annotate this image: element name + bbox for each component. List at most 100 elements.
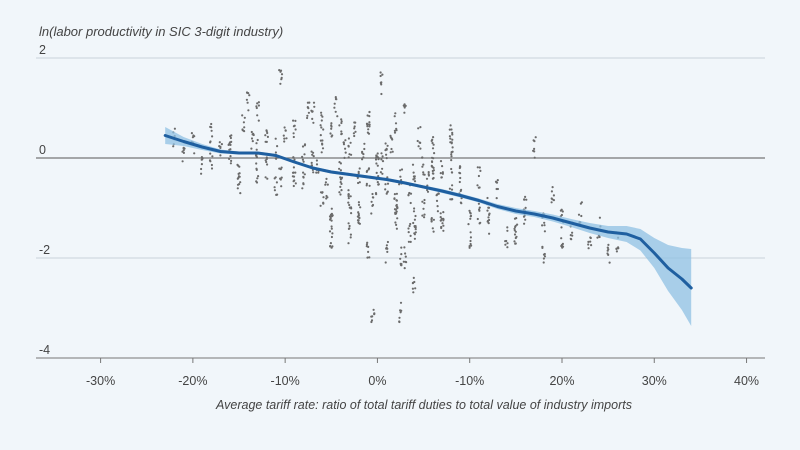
- scatter-dot: [395, 204, 398, 207]
- scatter-dot: [533, 147, 536, 150]
- scatter-dot: [303, 143, 307, 146]
- scatter-dot: [342, 141, 345, 144]
- scatter-point: [494, 179, 499, 200]
- scatter-dot: [385, 247, 388, 250]
- scatter-point: [560, 226, 565, 249]
- scatter-dot: [349, 141, 352, 144]
- scatter-dot: [524, 195, 527, 198]
- scatter-dot: [371, 204, 374, 207]
- scatter-point: [264, 156, 269, 180]
- scatter-dot: [560, 208, 563, 211]
- x-tick-label: -10%: [271, 374, 300, 388]
- scatter-dot: [344, 147, 347, 150]
- scatter-dot: [250, 130, 253, 134]
- scatter-dot: [347, 227, 350, 230]
- scatter-dot: [513, 217, 517, 220]
- scatter-dot: [380, 158, 383, 161]
- scatter-dot: [218, 141, 221, 144]
- scatter-point: [319, 111, 325, 131]
- scatter-point: [356, 211, 361, 225]
- scatter-dot: [283, 140, 286, 143]
- scatter-point: [245, 91, 251, 112]
- scatter-dot: [347, 201, 350, 204]
- scatter-dot: [396, 217, 399, 220]
- scatter-dot: [421, 200, 424, 203]
- scatter-point: [361, 142, 366, 161]
- scatter-dot: [393, 115, 396, 118]
- scatter-dot: [515, 235, 518, 238]
- scatter-dot: [442, 229, 445, 232]
- scatter-dot: [230, 140, 233, 143]
- scatter-dot: [367, 167, 371, 170]
- scatter-point: [254, 138, 259, 159]
- scatter-dot: [340, 120, 343, 123]
- scatter-dot: [301, 155, 304, 158]
- scatter-dot: [375, 162, 378, 165]
- scatter-point: [370, 308, 376, 324]
- scatter-dot: [451, 146, 454, 149]
- scatter-dot: [448, 128, 451, 131]
- scatter-dot: [422, 163, 425, 166]
- scatter-dot: [255, 154, 258, 158]
- scatter-point: [347, 194, 353, 215]
- scatter-dot: [513, 233, 517, 236]
- scatter-dot: [442, 224, 445, 227]
- scatter-dot: [353, 134, 356, 138]
- scatter-dot: [407, 231, 410, 234]
- scatter-dot: [243, 126, 246, 129]
- scatter-dot: [560, 213, 564, 217]
- scatter-dot: [380, 92, 383, 96]
- scatter-dot: [439, 216, 442, 219]
- scatter-dot: [451, 184, 454, 187]
- scatter-dot: [338, 161, 341, 164]
- scatter-dot: [324, 181, 327, 184]
- scatter-dot: [400, 246, 403, 249]
- scatter-dot: [458, 171, 461, 174]
- scatter-dot: [421, 156, 424, 159]
- scatter-dot: [292, 119, 295, 122]
- scatter-dot: [476, 217, 479, 221]
- scatter-point: [541, 245, 547, 264]
- scatter-dot: [365, 122, 369, 125]
- scatter-dot: [339, 181, 342, 184]
- scatter-point: [430, 217, 435, 233]
- scatter-dot: [590, 244, 593, 247]
- scatter-dot: [256, 114, 259, 117]
- scatter-dot: [301, 145, 305, 148]
- scatter-point: [228, 141, 233, 165]
- scatter-dot: [339, 185, 342, 188]
- scatter-dot: [229, 148, 232, 151]
- scatter-dot: [344, 151, 347, 154]
- scatter-dot: [450, 155, 453, 158]
- scatter-dot: [251, 133, 254, 136]
- scatter-dot: [451, 138, 454, 141]
- scatter-dot: [432, 136, 435, 139]
- scatter-dot: [414, 214, 417, 218]
- scatter-dot: [543, 252, 546, 256]
- scatter-dot: [432, 157, 435, 160]
- scatter-dot: [321, 191, 324, 194]
- scatter-dot: [313, 105, 316, 108]
- scatter-dot: [354, 121, 357, 124]
- scatter-dot: [542, 257, 546, 260]
- scatter-dot: [398, 316, 401, 319]
- scatter-dot: [560, 237, 563, 240]
- scatter-point: [413, 225, 417, 240]
- scatter-point: [241, 114, 246, 133]
- scatter-dot: [367, 250, 370, 253]
- scatter-point: [411, 163, 417, 183]
- scatter-dot: [419, 147, 422, 150]
- scatter-dot: [550, 197, 553, 200]
- scatter-dot: [469, 231, 472, 234]
- scatter-dot: [552, 194, 556, 197]
- scatter-dot: [579, 202, 583, 205]
- scatter-dot: [359, 206, 362, 209]
- scatter-dot: [335, 98, 338, 101]
- scatter-dot: [411, 163, 415, 166]
- scatter-point: [255, 101, 260, 122]
- scatter-dot: [379, 171, 382, 174]
- scatter-point: [389, 134, 394, 154]
- scatter-dot: [450, 151, 453, 154]
- scatter-point: [407, 184, 413, 205]
- scatter-dot: [395, 227, 398, 230]
